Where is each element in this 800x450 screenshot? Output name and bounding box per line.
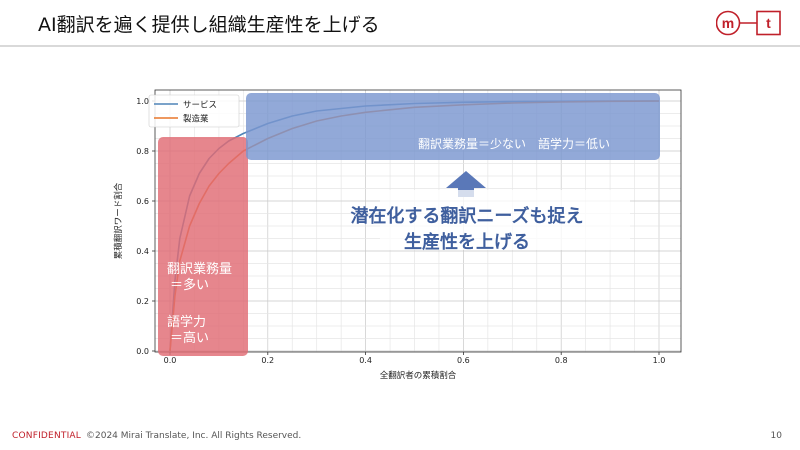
mt-logo: m t — [716, 10, 781, 36]
copyright-notice: ©2024 Mirai Translate, Inc. All Rights R… — [86, 431, 302, 441]
x-tick-label: 0.0 — [164, 356, 177, 365]
x-tick-label: 1.0 — [653, 356, 666, 365]
y-tick-label: 0.8 — [136, 147, 149, 156]
low-volume-label: 翻訳業務量＝少ない 語学力＝低い — [418, 137, 611, 151]
x-axis-label: 全翻訳者の累積割合 — [380, 370, 457, 381]
legend-entry-manufacturing: 製造業 — [183, 114, 209, 125]
x-tick-label: 0.6 — [457, 356, 470, 365]
high-volume-label-line2: ＝多い — [170, 278, 210, 293]
y-axis-label: 累積翻訳ワード割合 — [113, 182, 124, 259]
high-volume-highlight — [158, 137, 248, 356]
up-arrow-icon — [446, 171, 486, 197]
logo-letter-t: t — [766, 15, 771, 31]
y-tick-label: 0.6 — [136, 197, 149, 206]
title-divider — [0, 45, 800, 47]
key-message-line2: 生産性を上げる — [404, 232, 530, 253]
plot-frame — [154, 89, 682, 353]
x-tick-label: 0.2 — [261, 356, 274, 365]
x-tick-label: 0.4 — [359, 356, 372, 365]
high-skill-label-line1: 語学力 — [167, 315, 207, 330]
chart-ticks: 0.0 0.2 0.4 0.6 0.8 1.0 0.0 0.2 0.4 0.6 0.8 1.0 — [136, 97, 665, 365]
chart-legend: サービス 製造業 — [148, 94, 240, 128]
page-number: 10 — [770, 431, 782, 441]
key-message-line1: 潜在化する翻訳ニーズも捉え — [350, 206, 584, 227]
legend-entry-service: サービス — [183, 101, 217, 111]
low-volume-highlight — [246, 93, 660, 160]
y-tick-label: 0.0 — [136, 347, 149, 356]
page-title: AI翻訳を遍く提供し組織生産性を上げる — [38, 14, 380, 36]
message-backdrop — [380, 190, 630, 250]
confidential-label: CONFIDENTIAL — [12, 431, 82, 441]
high-skill-label-line2: ＝高い — [170, 331, 210, 346]
high-volume-label-line1: 翻訳業務量 — [167, 262, 233, 277]
logo-letter-m: m — [722, 15, 734, 31]
y-tick-label: 0.4 — [136, 247, 149, 256]
x-tick-label: 0.8 — [555, 356, 568, 365]
y-tick-label: 1.0 — [136, 97, 149, 106]
key-message: 潜在化する翻訳ニーズも捉え 生産性を上げる — [302, 204, 632, 256]
y-tick-label: 0.2 — [136, 297, 149, 306]
